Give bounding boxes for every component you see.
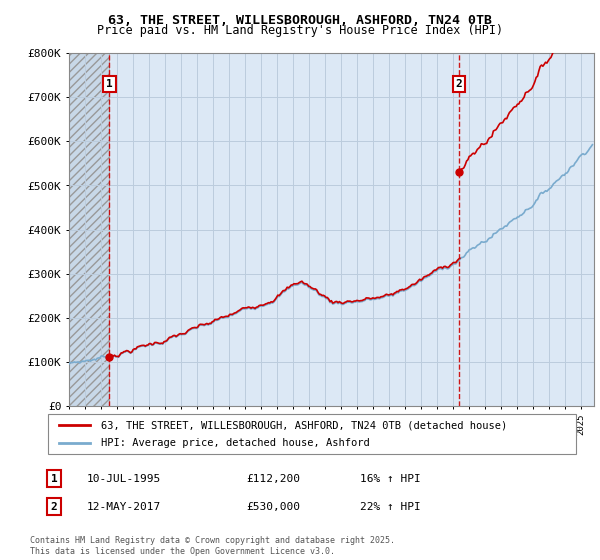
Text: 2: 2	[50, 502, 58, 512]
Text: Price paid vs. HM Land Registry's House Price Index (HPI): Price paid vs. HM Land Registry's House …	[97, 24, 503, 37]
Text: 2: 2	[455, 79, 462, 89]
Text: 1: 1	[106, 79, 113, 89]
Text: HPI: Average price, detached house, Ashford: HPI: Average price, detached house, Ashf…	[101, 437, 370, 447]
Text: 63, THE STREET, WILLESBOROUGH, ASHFORD, TN24 0TB (detached house): 63, THE STREET, WILLESBOROUGH, ASHFORD, …	[101, 421, 507, 431]
Text: 10-JUL-1995: 10-JUL-1995	[87, 474, 161, 484]
FancyBboxPatch shape	[48, 414, 576, 454]
Bar	[69, 53, 109, 406]
Text: 63, THE STREET, WILLESBOROUGH, ASHFORD, TN24 0TB: 63, THE STREET, WILLESBOROUGH, ASHFORD, …	[108, 14, 492, 27]
Text: £530,000: £530,000	[246, 502, 300, 512]
Text: 22% ↑ HPI: 22% ↑ HPI	[360, 502, 421, 512]
Text: Contains HM Land Registry data © Crown copyright and database right 2025.
This d: Contains HM Land Registry data © Crown c…	[30, 536, 395, 556]
Text: 1: 1	[50, 474, 58, 484]
Text: 12-MAY-2017: 12-MAY-2017	[87, 502, 161, 512]
Text: 16% ↑ HPI: 16% ↑ HPI	[360, 474, 421, 484]
Text: £112,200: £112,200	[246, 474, 300, 484]
